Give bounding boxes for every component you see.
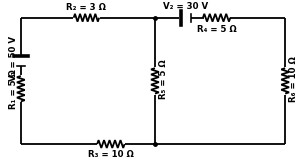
Text: R₅ = 5 Ω: R₅ = 5 Ω (159, 59, 168, 99)
Text: R₃ = 10 Ω: R₃ = 10 Ω (88, 150, 134, 159)
Text: V₂ = 30 V: V₂ = 30 V (163, 2, 208, 11)
Text: R₄ = 5 Ω: R₄ = 5 Ω (197, 25, 236, 34)
Text: R₆ = 10 Ω: R₆ = 10 Ω (289, 56, 298, 102)
Text: R₁ = 5 Ω: R₁ = 5 Ω (9, 69, 18, 109)
Text: V₁ = 50 V: V₁ = 50 V (9, 36, 18, 81)
Text: R₂ = 3 Ω: R₂ = 3 Ω (66, 3, 106, 12)
